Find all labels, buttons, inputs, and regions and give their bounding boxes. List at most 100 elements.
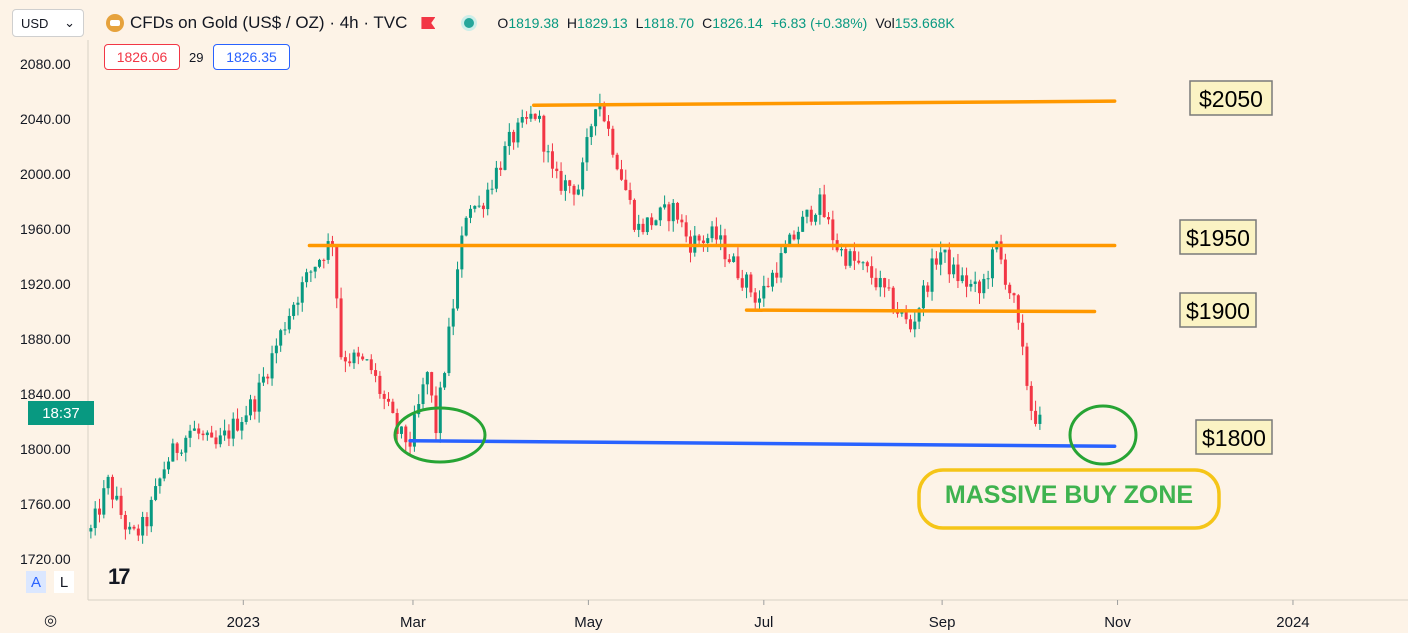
price-label: $1900	[1186, 298, 1250, 324]
candle	[814, 214, 818, 222]
candle	[861, 262, 865, 264]
candle	[572, 185, 576, 195]
candle	[292, 304, 296, 316]
candle	[960, 275, 964, 282]
candle	[399, 426, 403, 434]
candle	[801, 216, 805, 232]
candle	[231, 418, 235, 439]
flag-icon[interactable]	[421, 17, 436, 29]
candle	[727, 259, 731, 262]
candle	[529, 113, 533, 119]
candle	[1034, 410, 1038, 424]
symbol-info[interactable]: CFDs on Gold (US$ / OZ) · 4h · TVC	[106, 13, 478, 33]
candle	[516, 122, 520, 143]
price-label-box	[1195, 419, 1273, 455]
candle	[378, 375, 382, 394]
candle	[348, 361, 352, 364]
tradingview-logo[interactable]: 17	[108, 564, 131, 589]
candle	[499, 167, 503, 170]
candle	[749, 274, 753, 293]
high-value: 1829.13	[577, 15, 628, 31]
candle	[477, 205, 481, 207]
candle	[822, 194, 826, 218]
candle	[667, 204, 671, 222]
buy-price-button[interactable]: 1826.35	[213, 44, 290, 70]
candle	[719, 235, 723, 240]
candle	[965, 275, 969, 287]
candle	[908, 319, 912, 330]
y-tick-label: 2000.00	[20, 166, 71, 182]
candle	[770, 272, 774, 287]
y-tick-label: 1720.00	[20, 551, 71, 567]
candle	[110, 476, 114, 500]
settings-icon[interactable]: ◎	[44, 612, 58, 629]
candle	[900, 311, 904, 314]
candle	[305, 272, 309, 283]
candle	[848, 251, 852, 266]
y-tick-label: 1760.00	[20, 496, 71, 512]
y-tick-label: 1800.00	[20, 441, 71, 457]
candle	[904, 311, 908, 320]
candle	[978, 281, 982, 294]
candle	[986, 278, 990, 280]
candle	[680, 219, 684, 223]
candle	[102, 488, 106, 515]
candle	[296, 302, 300, 305]
log-scale-button[interactable]: L	[54, 571, 74, 593]
candle	[369, 359, 373, 371]
time-axis[interactable]: 2023 Mar May Jul Sep Nov 2024	[88, 599, 1408, 631]
candle	[236, 418, 240, 431]
candle	[503, 146, 507, 170]
candle	[210, 432, 214, 438]
candle	[818, 194, 822, 215]
candle	[89, 528, 93, 532]
candle	[197, 428, 201, 434]
candle	[701, 240, 705, 243]
candle	[969, 283, 973, 287]
y-tick-label: 2080.00	[20, 56, 71, 72]
candle	[1021, 322, 1025, 347]
candle	[766, 285, 770, 287]
candle	[934, 258, 938, 265]
candle	[322, 259, 326, 261]
candle	[805, 209, 809, 217]
candle	[844, 249, 848, 266]
candle	[658, 207, 662, 221]
price-label: $1950	[1186, 225, 1250, 251]
candle	[602, 103, 606, 122]
candle	[279, 330, 283, 346]
high-label: H	[566, 15, 578, 31]
candle	[93, 508, 97, 529]
candle	[775, 272, 779, 278]
candle	[257, 382, 261, 412]
candle	[391, 401, 395, 414]
candle	[676, 202, 680, 220]
candle	[1016, 295, 1020, 323]
close-label: C	[702, 15, 713, 31]
candle	[607, 121, 611, 129]
currency-selector[interactable]: USD ⌄	[12, 9, 84, 37]
candle	[274, 345, 278, 354]
price-label-box	[1189, 80, 1273, 116]
circle-october-low	[1068, 404, 1138, 466]
open-label: O	[497, 15, 509, 31]
candle	[425, 372, 429, 385]
candle	[162, 469, 166, 479]
annotation-circles	[393, 404, 1138, 466]
price-label-box	[1179, 219, 1257, 255]
candle	[395, 413, 399, 434]
candle	[788, 234, 792, 247]
candle	[447, 326, 451, 374]
x-tick-label: Nov	[1104, 614, 1131, 631]
candle	[546, 151, 550, 153]
candle	[576, 189, 580, 195]
price-axis[interactable]: 1720.00 1760.00 1800.00 1840.00 1880.00 1920.…	[0, 0, 89, 633]
candle	[753, 292, 757, 303]
auto-scale-button[interactable]: A	[26, 571, 46, 593]
candle	[745, 274, 749, 288]
candle	[326, 241, 330, 260]
sell-price-button[interactable]: 1826.06	[104, 44, 180, 70]
candle	[973, 281, 977, 284]
candle	[706, 238, 710, 243]
